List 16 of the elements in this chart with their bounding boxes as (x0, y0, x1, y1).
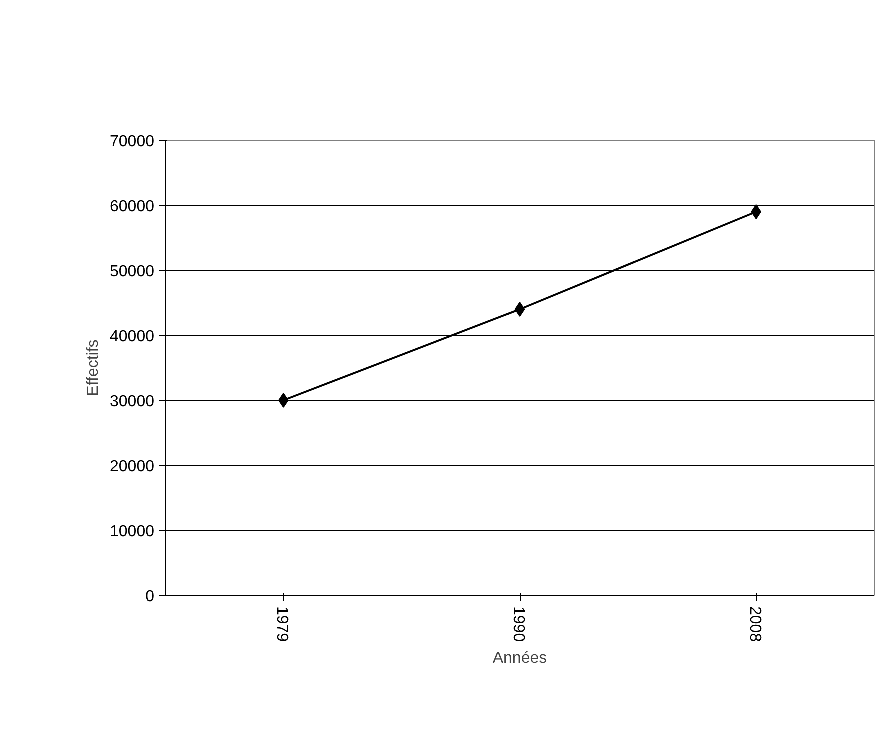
y-tick-label: 70000 (110, 134, 155, 150)
y-tick-label: 60000 (110, 198, 155, 216)
y-tick-label: 50000 (110, 264, 155, 280)
point (751, 204, 762, 220)
y-tick-label: 40000 (110, 328, 155, 346)
point (278, 393, 289, 408)
x-tick-label: 2008 (746, 606, 764, 642)
y-axis-title: Effectifs (85, 340, 102, 396)
x-axis-title: Années (492, 650, 548, 668)
x-tick-label: 1979 (274, 606, 291, 642)
x-tick-label: 1990 (510, 606, 527, 642)
y-tick-label: 20000 (110, 458, 155, 476)
y-tick-label: 10000 (110, 524, 155, 540)
point (514, 302, 526, 317)
y-tick-label: 0 (146, 588, 155, 606)
y-tick-label: 30000 (110, 394, 155, 410)
